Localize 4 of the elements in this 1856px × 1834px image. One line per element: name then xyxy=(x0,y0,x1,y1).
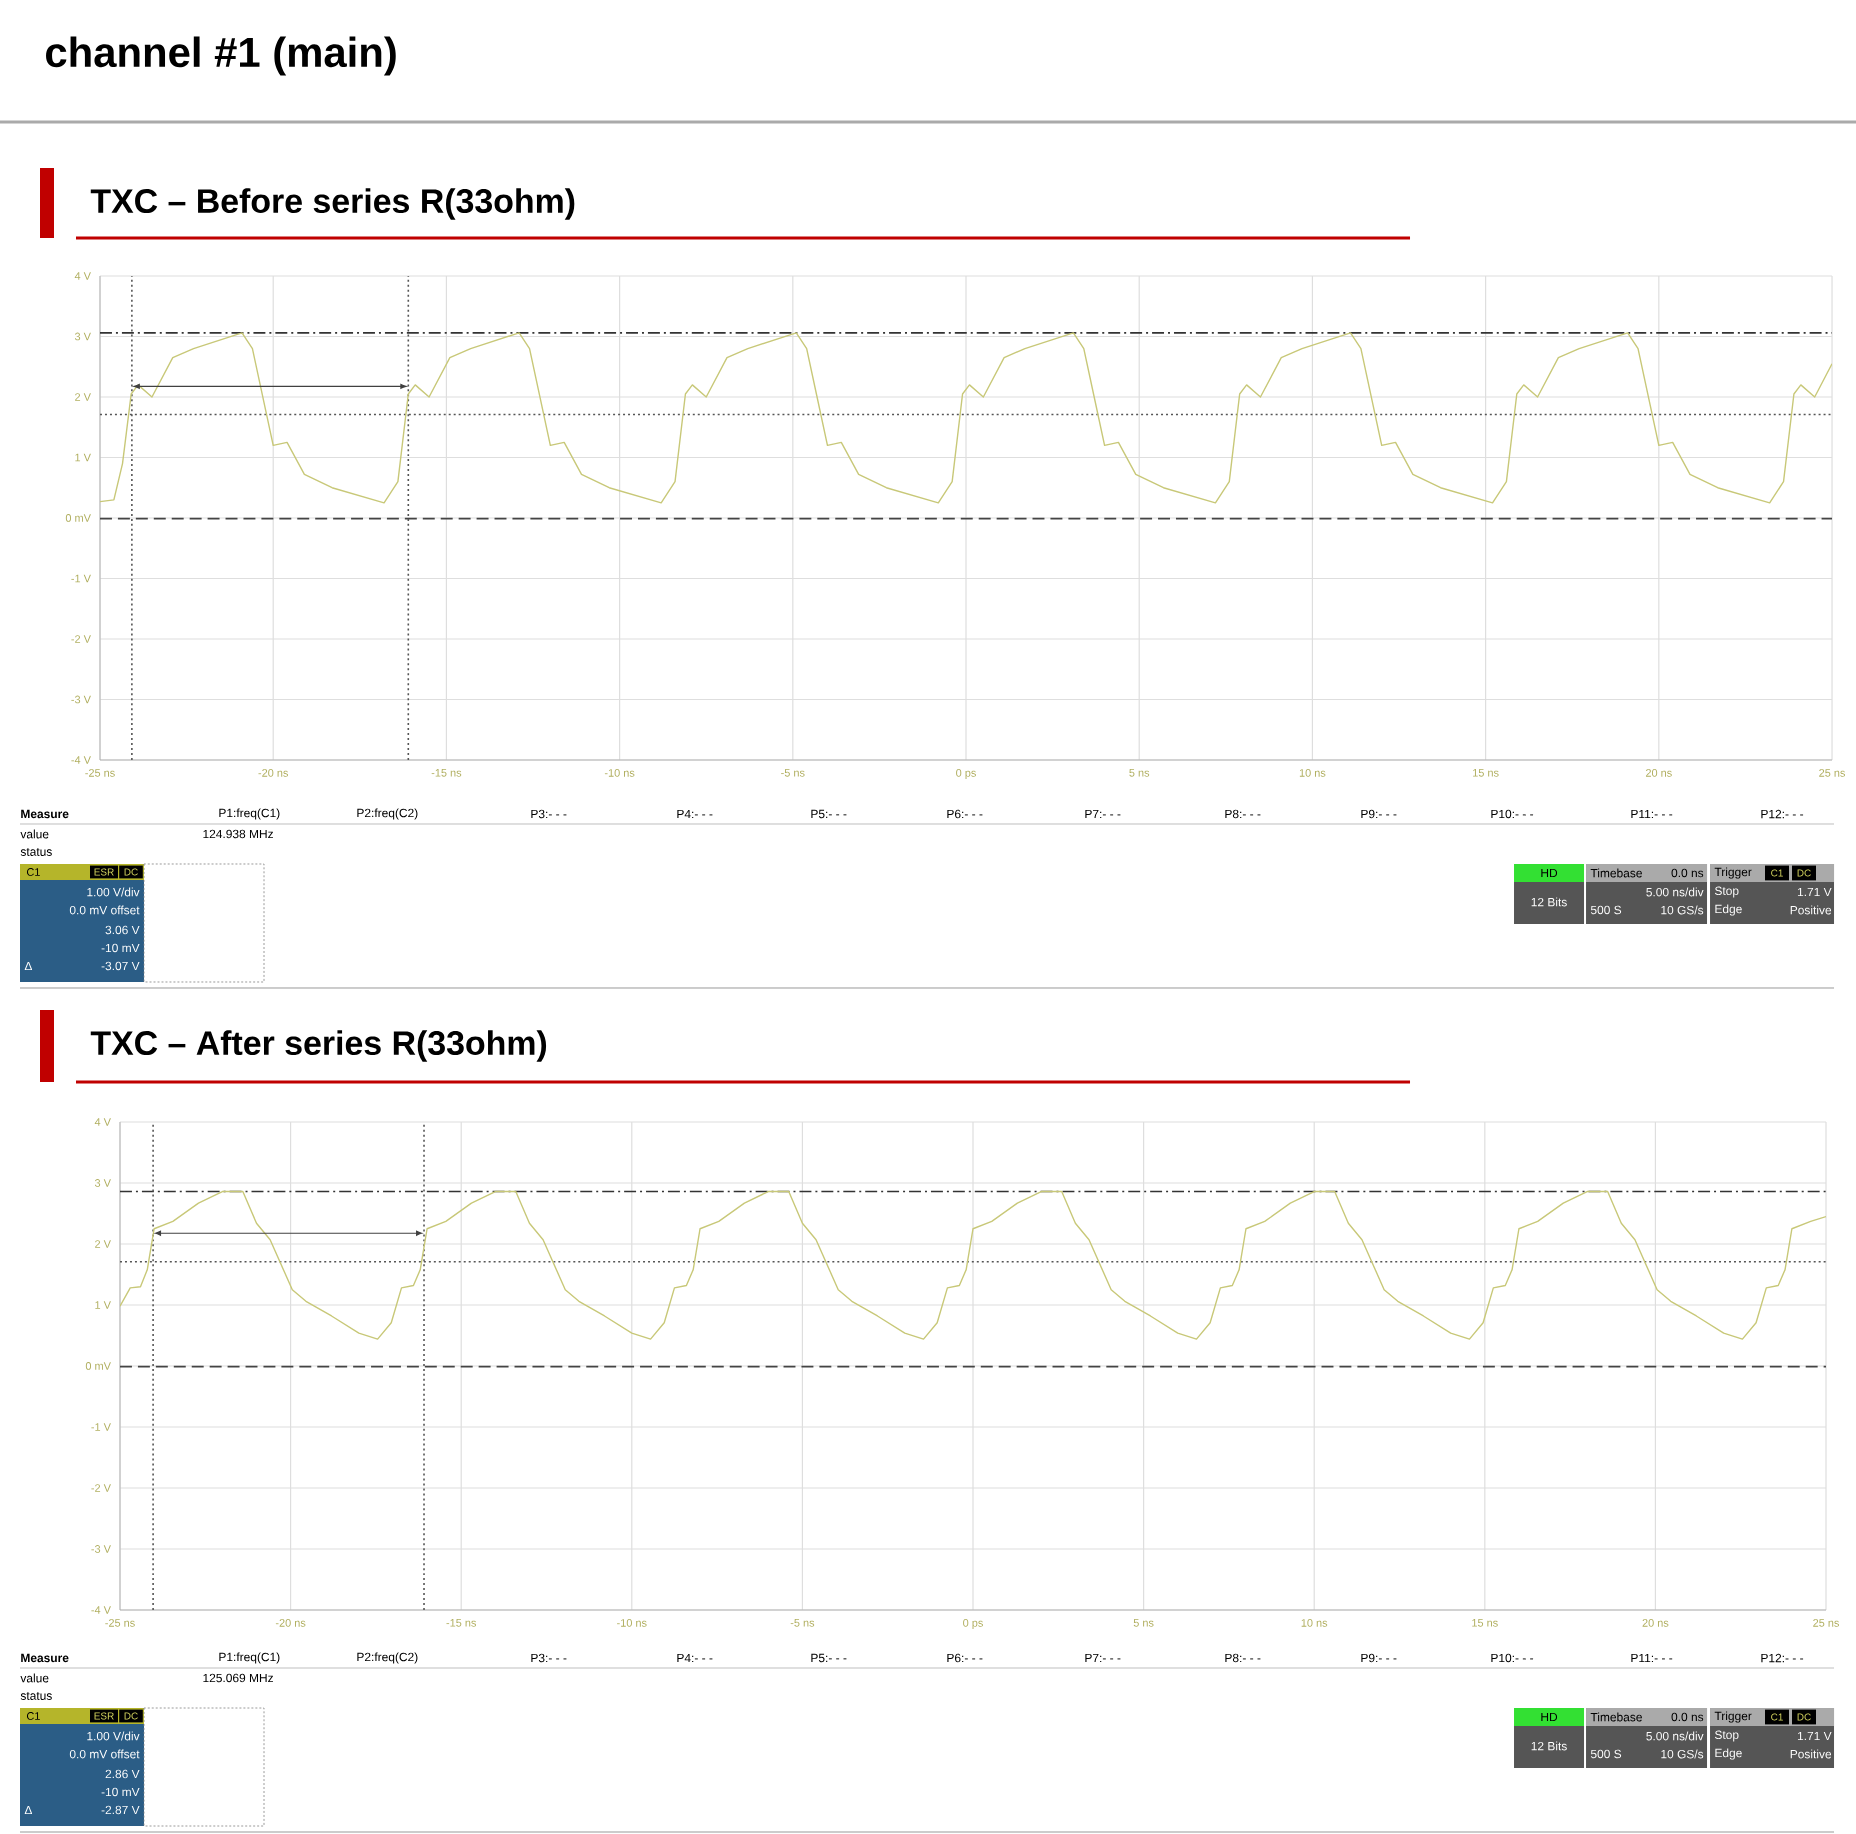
chart-title: channel #1 (main) xyxy=(46,36,396,76)
chart-subtitle: TXC – Before series R(33ohm) xyxy=(90,188,575,220)
line-series xyxy=(120,1190,1827,1340)
chart-subtitle: TXC – After series R(33ohm) xyxy=(90,1030,547,1062)
